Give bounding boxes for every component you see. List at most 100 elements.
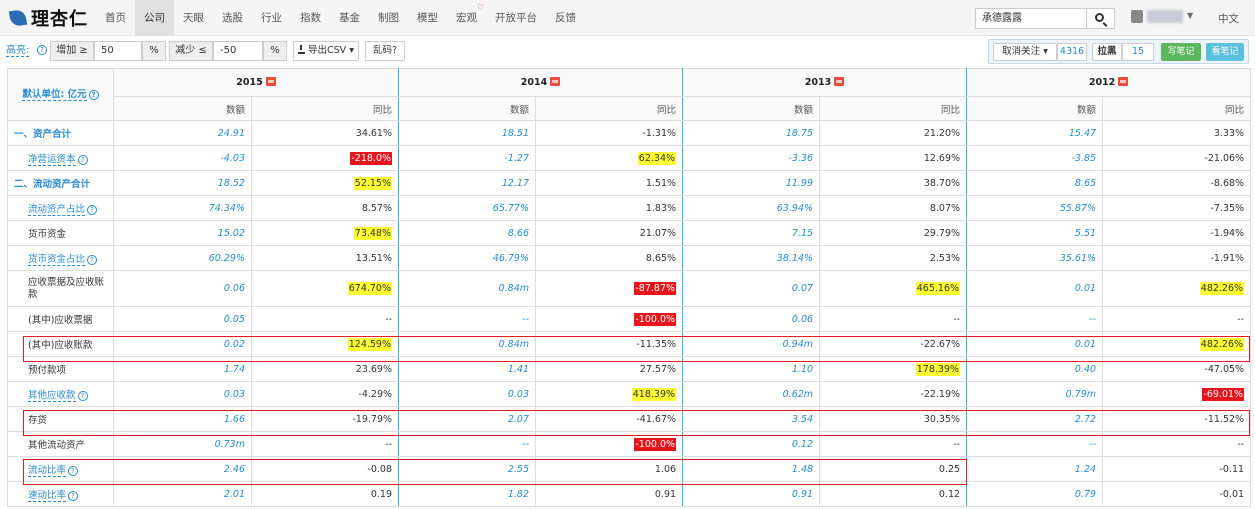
search-button[interactable] xyxy=(1087,8,1115,29)
user-name-blurred[interactable] xyxy=(1147,10,1183,23)
row-label[interactable]: 速动比率? xyxy=(7,481,114,507)
write-note-button[interactable]: 写笔记 xyxy=(1161,43,1201,61)
yoy-value: -19.79% xyxy=(352,413,393,425)
value-cell: 8.66 xyxy=(398,220,537,246)
help-icon[interactable]: ? xyxy=(87,205,98,215)
menu-item-7[interactable]: 制图 xyxy=(378,12,399,24)
search-input[interactable]: 承德露露 xyxy=(975,8,1087,29)
yoy-value: 12.69% xyxy=(923,152,961,164)
row-label[interactable]: 流动比率? xyxy=(7,456,114,482)
yoy-value: -87.87% xyxy=(634,282,677,295)
yoy-value: 1.51% xyxy=(645,177,677,189)
row-label[interactable]: 货币资金占比? xyxy=(7,245,114,271)
value-cell: 0.05 xyxy=(113,306,252,332)
view-note-button[interactable]: 看笔记 xyxy=(1206,43,1244,61)
unfollow-button[interactable]: 取消关注 ▾ xyxy=(993,43,1057,61)
table-row: 流动资产占比? 74.34% 8.57% 65.77% 1.83% 63.94% 8.07%… xyxy=(7,195,1252,221)
year-header-2013: 2013 xyxy=(682,68,968,97)
decrease-input[interactable]: -50 xyxy=(213,41,263,61)
yoy-cell: -47.05% xyxy=(1102,356,1252,382)
table-row: 流动比率? 2.46 -0.08 2.55 1.06 1.48 0.25 1.24 -0.11 xyxy=(7,456,1252,482)
row-label[interactable]: 其他应收款? xyxy=(7,381,114,407)
table-row: 存货 1.66 -19.79% 2.07 -41.67% 3.54 30.35% 2.72 -1… xyxy=(7,406,1252,432)
help-icon[interactable]: ? xyxy=(77,155,88,165)
value-cell: 0.84m xyxy=(398,331,537,357)
menu-item-4[interactable]: 行业 xyxy=(261,12,282,24)
menu-item-11[interactable]: 反馈 xyxy=(555,12,576,24)
yoy-value: 8.65% xyxy=(645,252,677,264)
menu-item-2[interactable]: 天眼 xyxy=(183,12,204,24)
yoy-cell: -0.08 xyxy=(250,456,400,482)
year-label: 2013 xyxy=(804,77,832,88)
brand-logo[interactable]: 理杏仁 xyxy=(8,6,88,30)
yoy-cell: -87.87% xyxy=(535,270,684,307)
row-label-text: 应收票据及应收账款 xyxy=(28,276,105,300)
help-icon[interactable]: ? xyxy=(68,491,79,501)
row-label[interactable]: 流动资产占比? xyxy=(7,195,114,221)
year-label: 2014 xyxy=(520,77,548,88)
yoy-value: 62.34% xyxy=(637,151,677,165)
menu-item-1[interactable]: 公司 xyxy=(135,0,174,36)
language-switch[interactable]: 中文 xyxy=(1218,13,1239,25)
row-label[interactable]: 净营运资本? xyxy=(7,145,114,171)
pdf-icon[interactable] xyxy=(834,77,845,86)
pdf-icon[interactable] xyxy=(1118,77,1129,86)
value-cell: -- xyxy=(398,306,537,332)
value-cell: 15.47 xyxy=(966,120,1104,146)
table-row: 货币资金 15.02 73.48% 8.66 21.07% 7.15 29.79% 5.51 -… xyxy=(7,220,1252,246)
yoy-value: 1.06 xyxy=(654,463,677,475)
table-row: 速动比率? 2.01 0.19 1.82 0.91 0.91 0.12 0.79 -0.01 xyxy=(7,481,1252,507)
yoy-cell: 34.61% xyxy=(250,120,400,146)
menu-item-9[interactable]: 宏观 ♡ xyxy=(456,3,484,25)
yoy-cell: 30.35% xyxy=(819,406,968,432)
increase-label: 增加 ≥ xyxy=(50,41,94,61)
value-cell: 0.06 xyxy=(113,270,252,307)
yoy-value: 52.15% xyxy=(353,176,393,190)
help-icon[interactable]: ? xyxy=(77,391,88,401)
yoy-cell: 8.65% xyxy=(535,245,684,271)
unit-header[interactable]: 默认单位: 亿元? xyxy=(7,68,114,121)
yoy-cell: 13.51% xyxy=(250,245,400,271)
garbled-help-button[interactable]: 乱码? xyxy=(365,41,405,61)
yoy-value: 73.48% xyxy=(353,226,393,240)
yoy-value: -- xyxy=(953,438,961,450)
yoy-header: 同比 xyxy=(250,96,400,121)
help-icon[interactable]: ? xyxy=(37,45,47,55)
blacklist-button[interactable]: 拉黑 xyxy=(1092,43,1122,61)
yoy-value: -- xyxy=(385,313,393,325)
help-icon[interactable]: ? xyxy=(87,255,98,265)
yoy-value: 465.16% xyxy=(915,282,961,295)
menu-item-5[interactable]: 指数 xyxy=(300,12,321,24)
help-icon[interactable]: ? xyxy=(68,466,79,476)
value-cell: 18.52 xyxy=(113,170,252,196)
table-row: (其中)应收账款 0.02 124.59% 0.84m -11.35% 0.94m -22.… xyxy=(7,331,1252,357)
value-cell: 1.48 xyxy=(682,456,821,482)
year-header-2014: 2014 xyxy=(398,68,684,97)
yoy-value: 21.20% xyxy=(923,127,961,139)
menu-item-8[interactable]: 模型 xyxy=(417,12,438,24)
value-cell: 0.79 xyxy=(966,481,1104,507)
chevron-down-icon[interactable]: ▼ xyxy=(1187,11,1194,20)
help-icon[interactable]: ? xyxy=(88,89,99,100)
menu-item-10[interactable]: 开放平台 xyxy=(495,12,537,24)
value-header: 数额 xyxy=(398,96,537,121)
value-cell: 0.73m xyxy=(113,431,252,457)
menu-item-6[interactable]: 基金 xyxy=(339,12,360,24)
highlight-label[interactable]: 高亮: xyxy=(6,45,30,57)
value-cell: 63.94% xyxy=(682,195,821,221)
export-csv-button[interactable]: 导出CSV ▾ xyxy=(293,41,359,61)
table-row: 预付款项 1.74 23.69% 1.41 27.57% 1.10 178.39% 0.40 -… xyxy=(7,356,1252,382)
row-label-text: 速动比率 xyxy=(28,490,67,502)
menu-item-3[interactable]: 选股 xyxy=(222,12,243,24)
yoy-cell: 418.39% xyxy=(535,381,684,407)
yoy-cell: -1.31% xyxy=(535,120,684,146)
pdf-icon[interactable] xyxy=(550,77,561,86)
avatar[interactable] xyxy=(1131,10,1143,23)
yoy-cell: 8.07% xyxy=(819,195,968,221)
yoy-value: -1.94% xyxy=(1210,227,1245,239)
increase-input[interactable]: 50 xyxy=(94,41,142,61)
table-row: 货币资金占比? 60.29% 13.51% 46.79% 8.65% 38.14% 2.53… xyxy=(7,245,1252,271)
menu-item-0[interactable]: 首页 xyxy=(105,12,126,24)
row-label: 一、资产合计 xyxy=(7,120,114,146)
pdf-icon[interactable] xyxy=(265,77,276,86)
